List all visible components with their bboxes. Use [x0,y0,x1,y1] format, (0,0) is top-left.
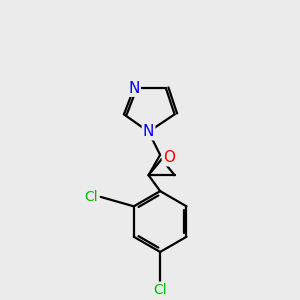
Text: Cl: Cl [84,190,98,204]
Text: N: N [128,81,140,96]
Text: O: O [163,150,175,165]
Text: N: N [143,124,154,139]
Text: Cl: Cl [153,283,167,297]
